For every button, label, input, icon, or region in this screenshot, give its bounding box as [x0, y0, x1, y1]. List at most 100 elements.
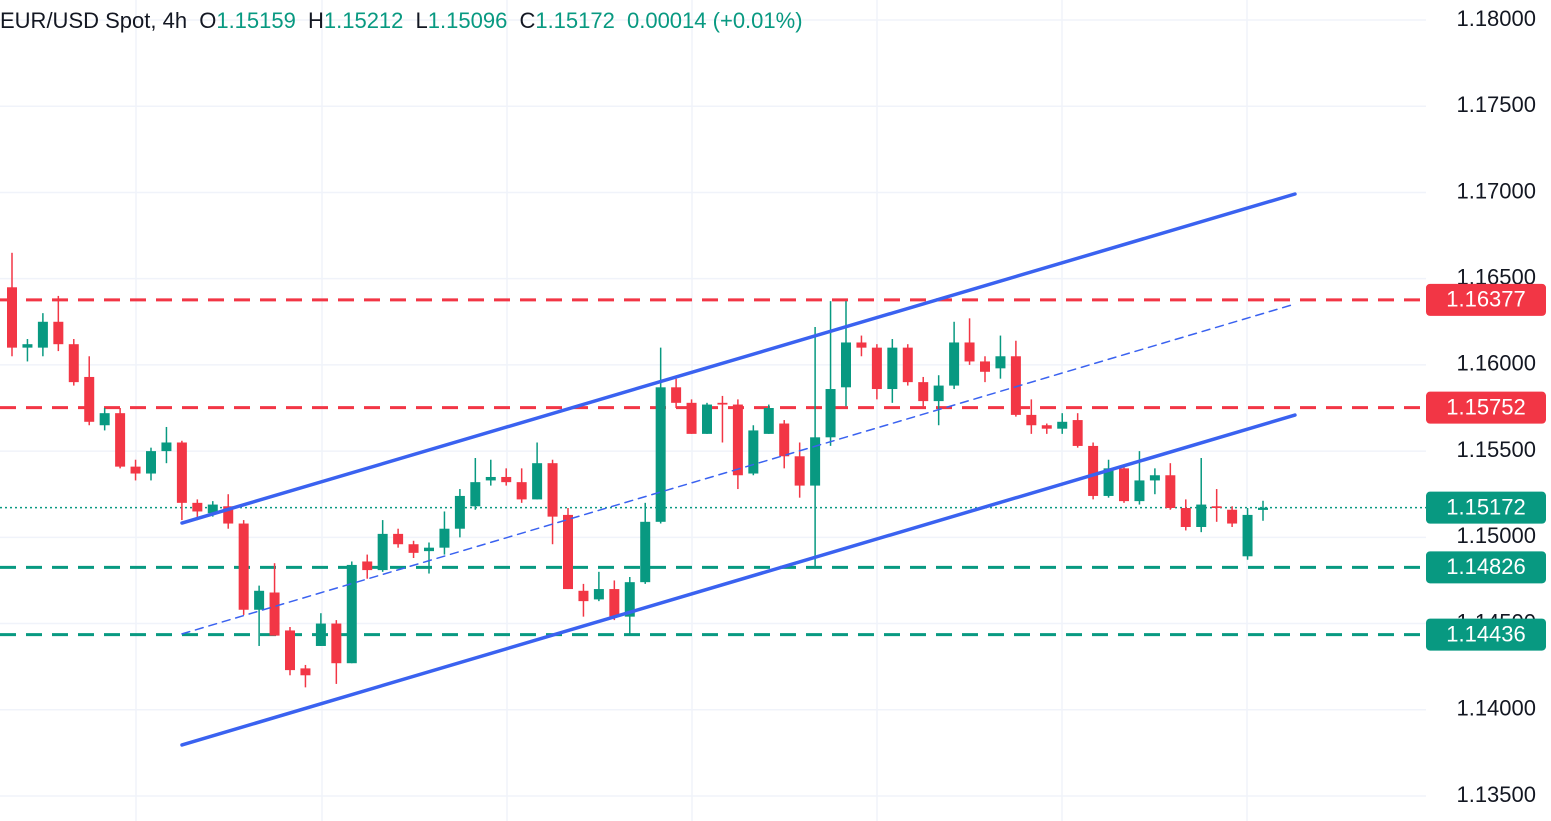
- candle-body: [717, 402, 728, 405]
- header: EUR/USD Spot, 4h O1.15159 H1.15212 L1.15…: [0, 8, 803, 33]
- candle-body: [408, 544, 419, 553]
- candle-body: [732, 404, 743, 476]
- candles: [7, 252, 1268, 688]
- price-boxes: 1.16377 1.15752 1.14826 1.14436 1.15172: [1426, 283, 1546, 651]
- candle-body: [362, 561, 373, 571]
- candle-body: [223, 506, 234, 524]
- candle-body: [609, 589, 620, 617]
- candle-body: [130, 466, 141, 474]
- candle-body: [115, 413, 126, 467]
- candle-body: [949, 342, 960, 386]
- candle-body: [779, 423, 790, 457]
- candle-body: [763, 407, 774, 434]
- last-price-label: 1.15172: [1446, 494, 1526, 519]
- ohlc-label: C: [519, 8, 535, 33]
- candle-body: [439, 528, 450, 548]
- candle-body: [501, 476, 512, 483]
- candle-body: [1242, 514, 1253, 557]
- candle-body: [516, 482, 527, 500]
- candle-body: [1103, 468, 1114, 496]
- candle-body: [1180, 508, 1191, 527]
- candle-body: [37, 321, 48, 348]
- candle-body: [1119, 468, 1129, 502]
- last-price-box: [1426, 491, 1546, 524]
- candle-body: [825, 389, 836, 438]
- candle-body: [1134, 480, 1145, 502]
- trend-line: [180, 192, 1297, 525]
- candle-body: [300, 668, 311, 676]
- y-tick-label: 1.17000: [1456, 178, 1536, 203]
- candle-body: [485, 476, 496, 481]
- candle-body: [980, 361, 990, 372]
- candle-body: [285, 630, 295, 671]
- candle-body: [346, 564, 357, 664]
- candle-body: [269, 592, 280, 636]
- candle-body: [1088, 445, 1099, 496]
- candle-body: [624, 582, 635, 617]
- candle-body: [887, 347, 898, 390]
- candle-body: [1041, 425, 1052, 429]
- level-box: [1426, 551, 1546, 584]
- vertical-grid: [135, 0, 1248, 821]
- candle-body: [1196, 504, 1207, 527]
- ohlc-value: 1.15096: [428, 8, 508, 33]
- candle-body: [192, 502, 203, 512]
- candle-body: [238, 523, 249, 610]
- candle-body: [794, 456, 805, 486]
- candle-body: [331, 623, 342, 664]
- candle-body: [176, 442, 187, 503]
- ohlc-value: 1.15159: [216, 8, 296, 33]
- candle-body: [53, 321, 64, 345]
- level-label: 1.16377: [1446, 287, 1526, 312]
- candle-body: [995, 356, 1006, 369]
- y-tick-label: 1.14000: [1456, 696, 1536, 721]
- trend-line: [180, 413, 1297, 747]
- level-box: [1426, 618, 1546, 651]
- candle-body: [99, 413, 110, 426]
- candle-body: [68, 344, 79, 383]
- candle-body: [1057, 421, 1068, 429]
- candle-body: [424, 547, 434, 552]
- y-tick-label: 1.16000: [1456, 351, 1536, 376]
- trendlines: [180, 192, 1297, 747]
- candle-body: [7, 287, 17, 348]
- candle-body: [748, 430, 759, 474]
- candle-body: [532, 463, 543, 500]
- candle-body: [902, 347, 913, 383]
- change: 0.00014: [627, 8, 707, 33]
- candle-body: [640, 521, 651, 583]
- levels: [0, 298, 1426, 637]
- candle-body: [563, 514, 573, 590]
- candle-body: [871, 347, 882, 390]
- level-label: 1.15752: [1446, 394, 1526, 419]
- candle-body: [841, 342, 851, 388]
- candle-body: [84, 376, 95, 422]
- candle-body: [964, 342, 975, 362]
- candle-body: [393, 533, 404, 545]
- candle-body: [1227, 509, 1238, 524]
- candle-body: [1149, 475, 1160, 481]
- ohlc-label: L: [416, 8, 428, 33]
- candle-body: [671, 387, 682, 403]
- level-box: [1426, 391, 1546, 424]
- ohlc-label: O: [199, 8, 216, 33]
- trend-line: [181, 303, 1296, 635]
- y-tick-label: 1.13500: [1456, 782, 1536, 807]
- candle-body: [146, 451, 156, 474]
- y-tick-label: 1.18000: [1456, 6, 1536, 31]
- candle-body: [207, 504, 218, 514]
- y-tick-label: 1.15000: [1456, 523, 1536, 548]
- ohlc-value: 1.15212: [324, 8, 404, 33]
- candle-body: [1026, 414, 1037, 426]
- grid: [0, 19, 1426, 797]
- level-label: 1.14826: [1446, 554, 1526, 579]
- candle-body: [22, 344, 33, 348]
- level-label: 1.14436: [1446, 621, 1526, 646]
- candle-body: [1072, 420, 1083, 446]
- candle-body: [547, 463, 558, 517]
- candle-body: [254, 590, 265, 610]
- candle-body: [918, 382, 929, 402]
